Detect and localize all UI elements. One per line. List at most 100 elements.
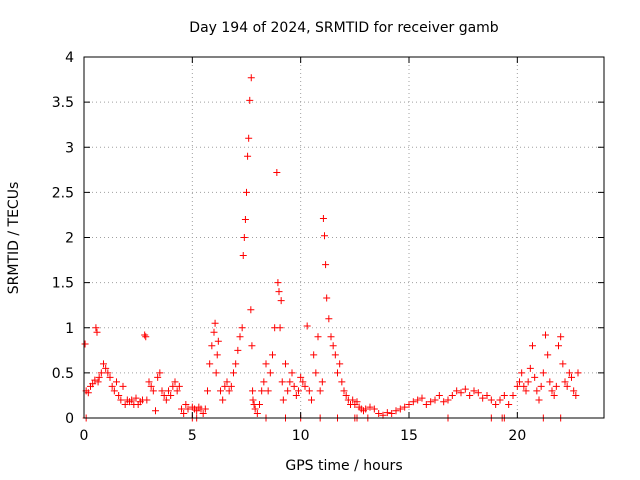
data-point bbox=[244, 152, 252, 160]
data-point bbox=[362, 405, 370, 413]
data-point bbox=[274, 279, 282, 287]
data-point bbox=[142, 333, 150, 341]
data-point bbox=[143, 396, 151, 404]
data-point bbox=[314, 333, 322, 341]
data-point bbox=[303, 322, 311, 330]
data-point bbox=[295, 387, 302, 395]
data-point bbox=[275, 288, 283, 296]
data-point bbox=[401, 403, 409, 411]
data-point bbox=[204, 387, 211, 395]
data-point bbox=[238, 324, 246, 332]
data-point bbox=[370, 405, 378, 413]
data-point bbox=[396, 405, 404, 413]
data-point bbox=[211, 319, 219, 327]
data-point bbox=[213, 351, 221, 359]
data-point bbox=[145, 378, 153, 386]
data-point bbox=[225, 387, 233, 395]
data-point bbox=[234, 346, 242, 354]
data-point bbox=[158, 387, 166, 395]
data-point bbox=[260, 378, 268, 386]
data-point bbox=[286, 378, 294, 386]
data-point bbox=[264, 387, 272, 395]
data-point bbox=[223, 378, 231, 386]
data-point bbox=[409, 398, 417, 406]
data-point bbox=[247, 306, 255, 314]
data-point bbox=[470, 387, 478, 395]
data-point bbox=[246, 96, 254, 104]
data-point bbox=[119, 382, 127, 390]
data-point bbox=[243, 188, 250, 196]
data-point bbox=[162, 396, 170, 404]
y-tick-label: 2.5 bbox=[52, 185, 74, 201]
data-point bbox=[329, 342, 337, 350]
y-tick-label: 2 bbox=[65, 231, 74, 247]
data-point bbox=[440, 398, 448, 406]
data-point bbox=[95, 373, 103, 381]
data-point bbox=[221, 382, 229, 390]
data-point bbox=[340, 387, 348, 395]
data-point bbox=[180, 409, 188, 417]
data-point bbox=[232, 360, 240, 368]
data-point bbox=[104, 369, 112, 377]
data-point bbox=[500, 391, 508, 399]
data-point bbox=[278, 378, 286, 386]
data-point bbox=[383, 409, 391, 417]
data-point bbox=[279, 396, 287, 404]
data-point bbox=[427, 398, 435, 406]
data-point bbox=[431, 396, 439, 404]
y-tick-label: 0 bbox=[65, 411, 74, 427]
data-point bbox=[479, 394, 487, 402]
data-point bbox=[574, 369, 582, 377]
data-point bbox=[106, 373, 114, 381]
data-point bbox=[91, 376, 99, 384]
data-point bbox=[262, 360, 270, 368]
data-point bbox=[568, 373, 575, 381]
y-tick-label: 1 bbox=[65, 321, 74, 337]
data-point bbox=[184, 405, 192, 413]
data-point bbox=[100, 360, 107, 368]
data-point bbox=[245, 134, 253, 142]
data-point bbox=[288, 369, 296, 377]
data-point bbox=[212, 369, 220, 377]
data-point bbox=[256, 400, 263, 408]
grid-lines bbox=[84, 57, 604, 418]
data-point bbox=[548, 387, 556, 395]
data-point bbox=[167, 391, 175, 399]
data-point bbox=[550, 391, 558, 399]
data-point bbox=[251, 405, 259, 413]
data-point bbox=[117, 396, 125, 404]
data-point bbox=[453, 387, 461, 395]
data-point bbox=[524, 378, 532, 386]
data-point bbox=[84, 389, 92, 397]
data-point bbox=[531, 373, 539, 381]
data-point bbox=[414, 396, 422, 404]
y-tick-label: 3 bbox=[65, 140, 74, 156]
x-tick-label: 0 bbox=[80, 428, 89, 444]
data-point bbox=[405, 400, 413, 408]
data-point bbox=[297, 373, 305, 381]
y-tick-label: 0.5 bbox=[52, 366, 74, 382]
data-point bbox=[201, 405, 209, 413]
data-point bbox=[474, 389, 482, 397]
data-point bbox=[269, 351, 276, 359]
data-point bbox=[331, 351, 339, 359]
data-point bbox=[236, 333, 244, 341]
data-point bbox=[572, 391, 580, 399]
data-point bbox=[94, 378, 102, 386]
data-point bbox=[292, 391, 300, 399]
data-point bbox=[89, 380, 97, 388]
x-tick-label: 20 bbox=[508, 428, 526, 444]
data-point bbox=[388, 409, 396, 417]
data-point bbox=[342, 391, 350, 399]
data-point bbox=[169, 382, 177, 390]
data-point bbox=[457, 389, 465, 397]
data-point bbox=[522, 387, 530, 395]
data-point bbox=[509, 391, 517, 399]
data-point bbox=[284, 387, 292, 395]
data-point bbox=[210, 328, 218, 336]
data-point bbox=[546, 378, 554, 386]
data-point bbox=[533, 387, 541, 395]
data-point bbox=[322, 261, 330, 269]
data-point bbox=[110, 387, 118, 395]
data-point bbox=[336, 360, 344, 368]
